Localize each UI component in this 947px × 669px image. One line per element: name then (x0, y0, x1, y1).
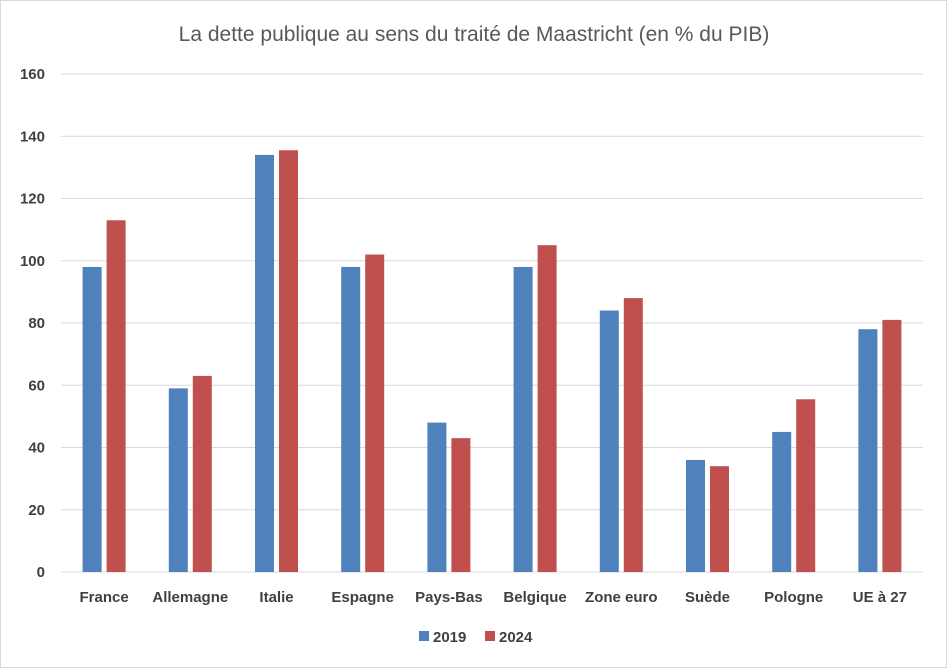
x-category-label: France (79, 589, 128, 606)
legend-swatch-2019 (419, 631, 429, 641)
bar-2019-3 (341, 266, 361, 572)
y-tick-label: 0 (37, 564, 45, 581)
gridlines (61, 73, 923, 573)
bar-2024-1 (192, 375, 212, 572)
bar-2024-0 (106, 220, 126, 572)
bar-2024-3 (365, 254, 385, 572)
bar-2024-2 (279, 150, 298, 572)
y-tick-label: 160 (20, 66, 45, 83)
bar-2019-4 (427, 422, 447, 572)
y-tick-label: 60 (28, 377, 45, 394)
bar-2019-0 (82, 266, 102, 572)
bar-2024-4 (451, 438, 471, 572)
bar-2024-9 (882, 319, 902, 572)
legend-label: 2024 (499, 629, 533, 646)
bar-2019-9 (858, 329, 878, 572)
x-category-label: Allemagne (152, 589, 228, 606)
bar-2019-1 (168, 388, 188, 572)
x-axis-category-labels: France Allemagne Italie Espagne Pays-Bas Belg… (79, 589, 907, 606)
x-category-label: Suède (685, 589, 730, 606)
bar-2019-7 (686, 459, 705, 572)
bar-2024-7 (710, 466, 729, 572)
x-category-label: Zone euro (585, 589, 658, 606)
y-tick-label: 140 (20, 128, 45, 145)
y-tick-label: 40 (28, 440, 45, 457)
bar-2019-6 (599, 310, 619, 572)
bar-2024-5 (537, 245, 557, 572)
y-tick-label: 20 (28, 502, 45, 519)
bars (82, 150, 902, 573)
y-tick-label: 100 (20, 253, 45, 270)
y-tick-label: 120 (20, 191, 45, 208)
x-category-label: Pologne (764, 589, 823, 606)
x-category-label: UE à 27 (853, 589, 907, 606)
y-axis-ticks: 0 20 40 60 80 100 120 140 160 (20, 66, 45, 581)
bar-2019-2 (255, 154, 274, 573)
bar-2024-8 (796, 399, 816, 572)
x-category-label: Italie (259, 589, 293, 606)
x-category-label: Belgique (503, 589, 566, 606)
bar-2019-5 (513, 266, 533, 572)
bar-2024-6 (623, 298, 643, 572)
legend-swatch-2024 (485, 631, 495, 641)
x-category-label: Pays-Bas (415, 589, 483, 606)
chart-title: La dette publique au sens du traité de M… (179, 23, 770, 46)
legend: 2019 2024 (419, 629, 533, 646)
y-tick-label: 80 (28, 315, 45, 332)
bar-2019-8 (772, 431, 792, 572)
legend-label: 2019 (433, 629, 466, 646)
x-category-label: Espagne (331, 589, 394, 606)
